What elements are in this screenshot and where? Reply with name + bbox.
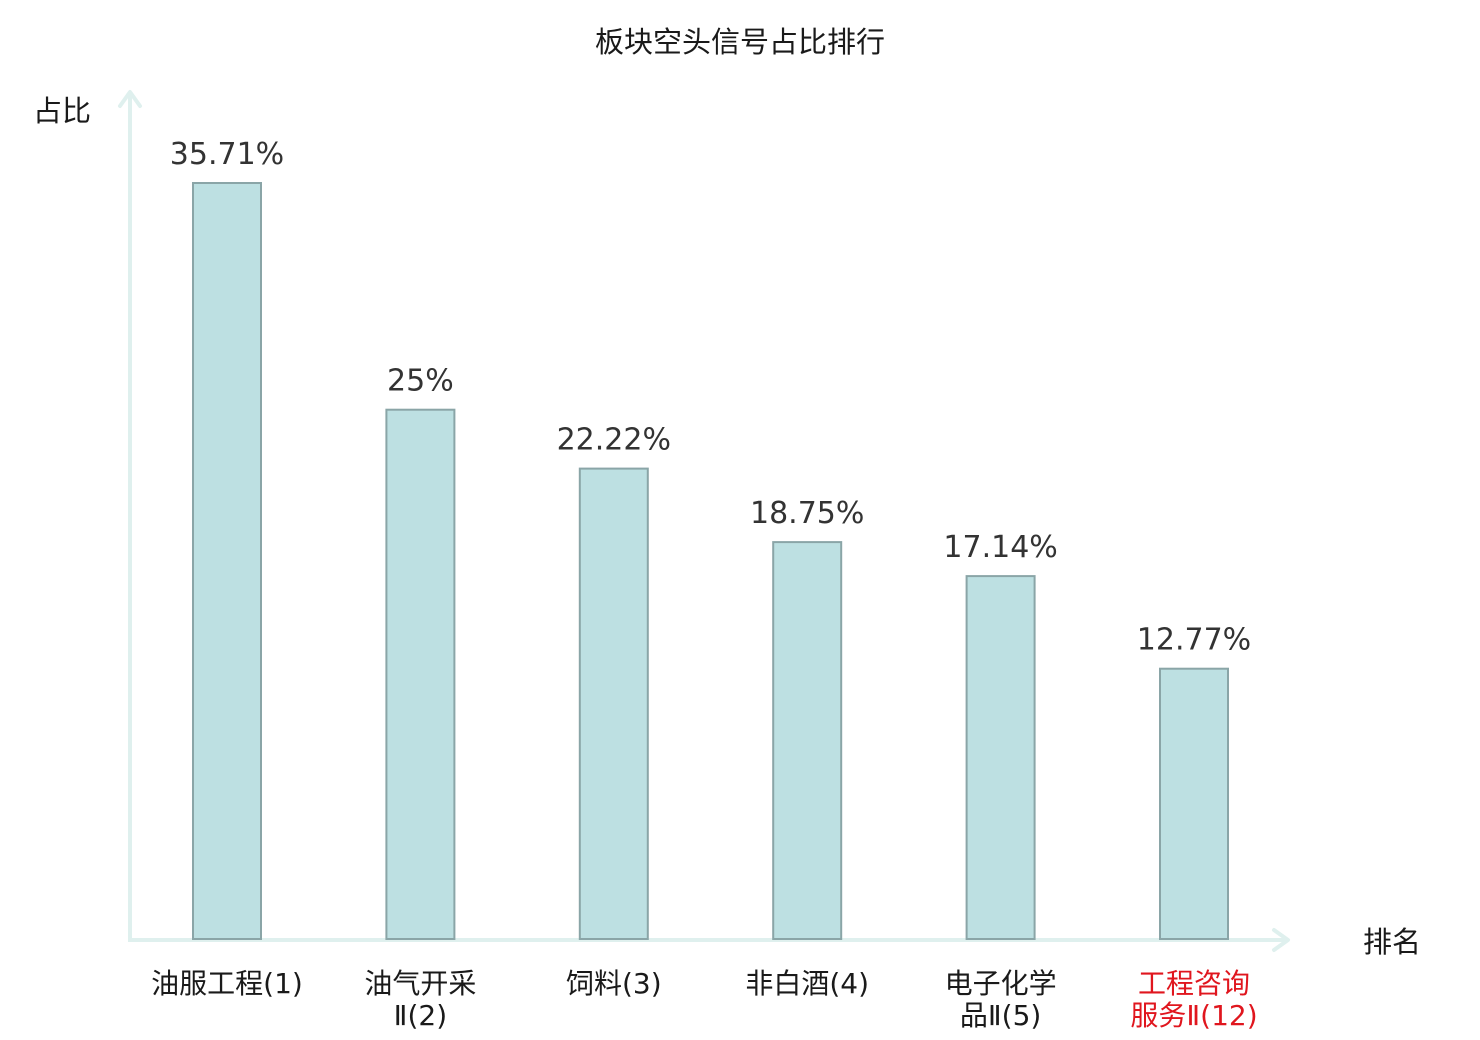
value-label-2: 25% [387, 364, 454, 399]
category-label-4: 非白酒(4) [745, 967, 869, 1000]
category-label-3: 饲料(3) [566, 967, 662, 1000]
category-label-6-line-1: 工程咨询 [1138, 967, 1250, 1000]
bar-4 [772, 541, 843, 940]
chart-title: 板块空头信号占比排行 [595, 25, 885, 59]
bar-1 [192, 182, 262, 940]
category-label-1: 油服工程(1) [151, 967, 303, 1000]
value-label-5: 17.14% [943, 530, 1057, 565]
axes [118, 90, 1290, 952]
value-label-1: 35.71% [170, 137, 284, 172]
y-axis-label: 占比 [33, 94, 91, 128]
bar-6 [1159, 667, 1229, 940]
x-axis-arrow [1272, 928, 1290, 952]
category-label-2-line-1: 油气开采 [364, 967, 476, 1000]
category-label-5-line-1: 电子化学 [945, 967, 1057, 1000]
value-label-6: 12.77% [1137, 623, 1251, 658]
x-axis-label: 排名 [1363, 925, 1421, 959]
category-label-5-line-2: 品Ⅱ(5) [960, 999, 1041, 1032]
bar-2 [385, 408, 456, 940]
category-label-2-line-2: Ⅱ(2) [394, 999, 447, 1032]
bars-group [192, 182, 1229, 940]
value-label-3: 22.22% [557, 423, 671, 458]
y-axis-arrow [118, 90, 142, 108]
category-label-6-line-2: 服务Ⅱ(12) [1130, 999, 1257, 1032]
bar-5 [965, 575, 1036, 940]
value-labels-group: 35.71% 25% 22.22% 18.75% 17.14% 12.77% [170, 137, 1251, 658]
value-label-4: 18.75% [750, 496, 864, 531]
bar-3 [578, 467, 649, 940]
